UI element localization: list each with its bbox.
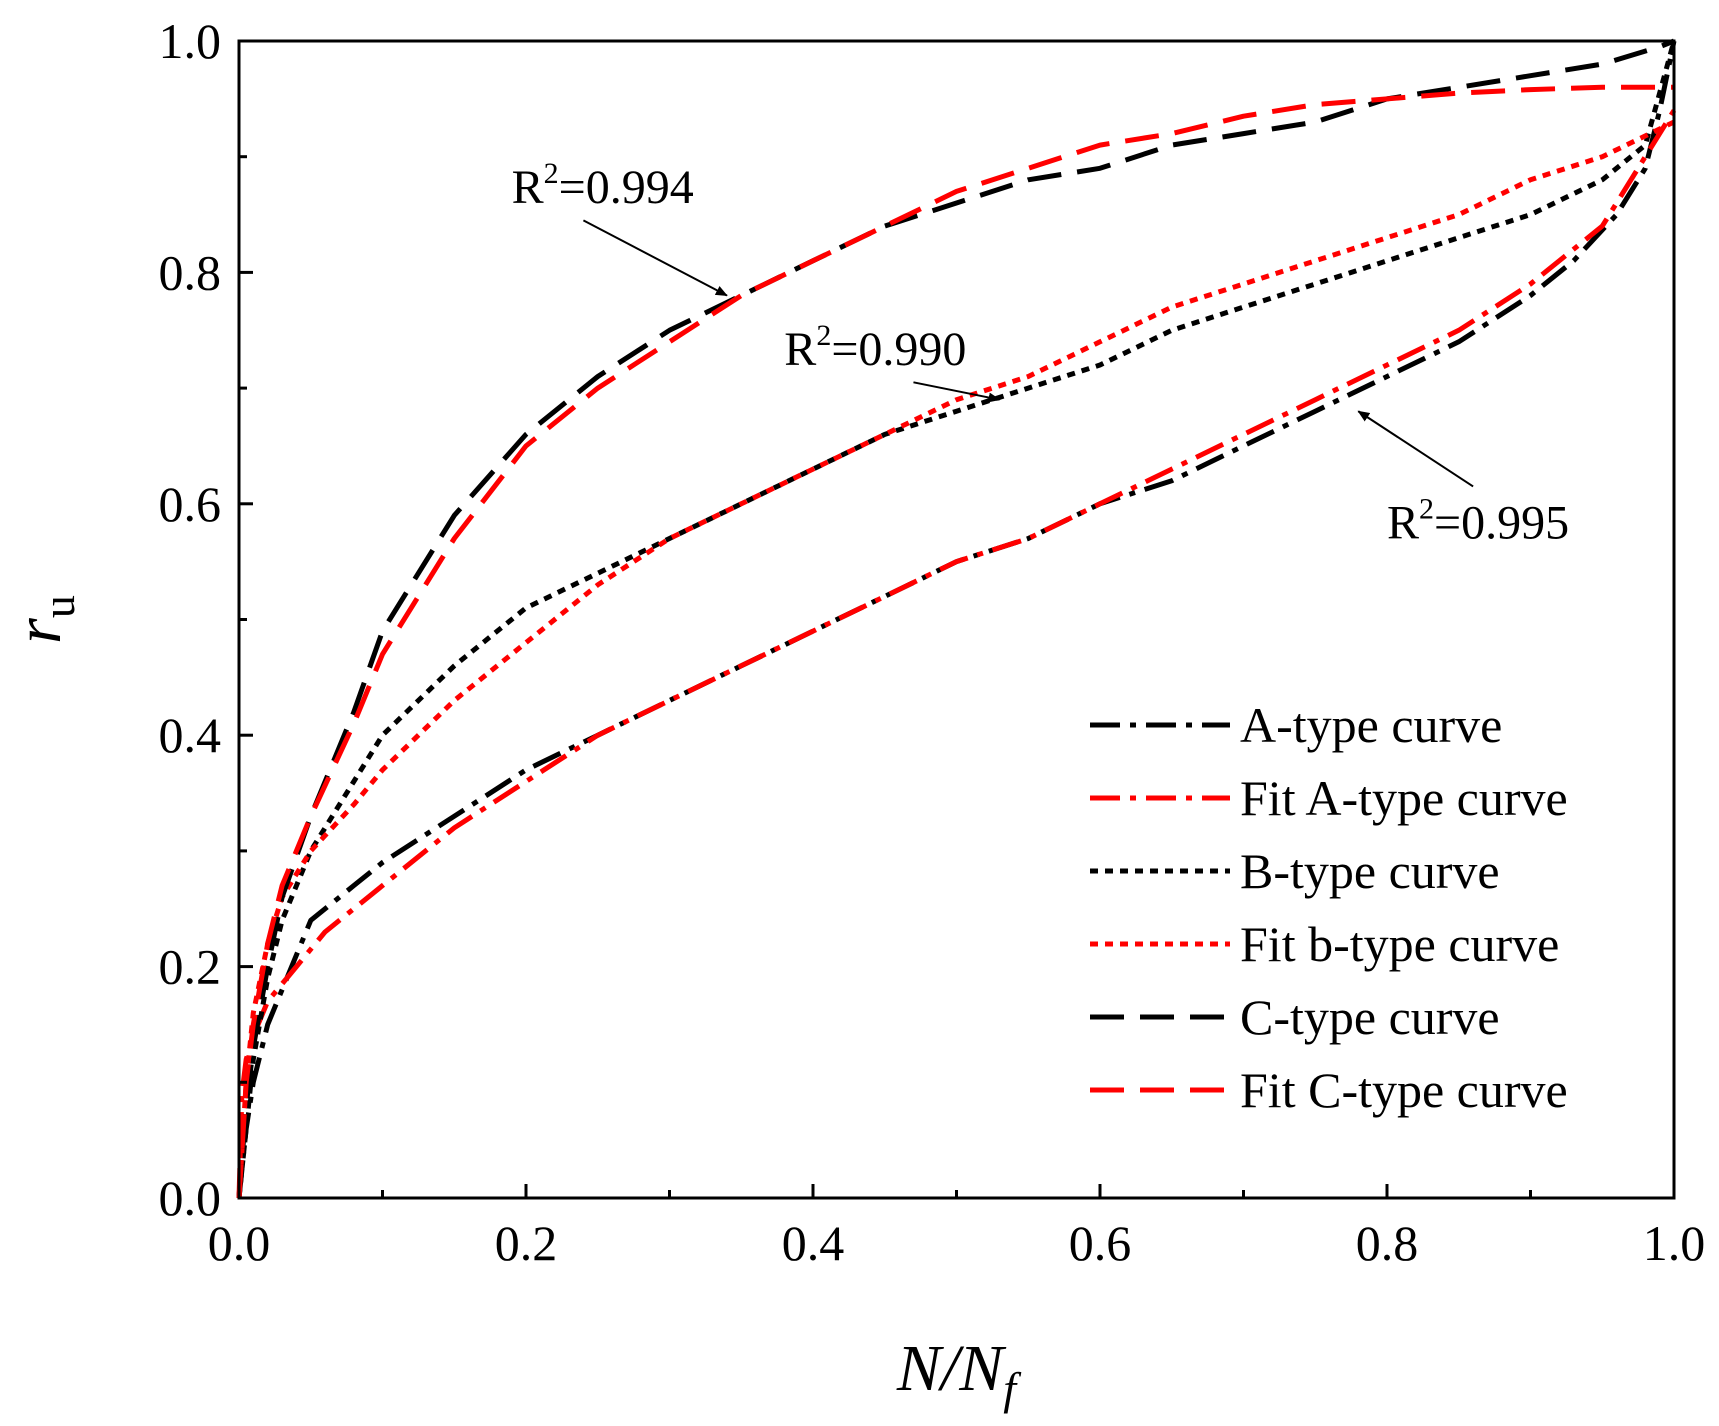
annotation-arrow — [582, 219, 728, 297]
annotation-sup: 2 — [816, 319, 831, 352]
annotation-sup: 2 — [1419, 493, 1434, 526]
annotation-r: R — [512, 161, 544, 214]
x-tick-label: 0.6 — [1069, 1215, 1132, 1271]
legend-label-b-type-curve: B-type curve — [1240, 843, 1500, 899]
y-tick-label: 0.2 — [159, 939, 222, 995]
annotation-value: =0.990 — [831, 323, 966, 376]
annotation-arrow — [1357, 410, 1474, 488]
legend-label-c-type-curve: C-type curve — [1240, 989, 1500, 1045]
legend: A-type curve Fit A-type curve B-type curve… — [1090, 697, 1568, 1118]
x-tick-label: 1.0 — [1643, 1215, 1706, 1271]
y-tick-label: 1.0 — [159, 13, 222, 69]
x-tick-label: 0.0 — [208, 1215, 271, 1271]
y-axis-title-sub: u — [33, 595, 84, 618]
x-tick-label: 0.8 — [1356, 1215, 1419, 1271]
x-axis-title-sub: f — [1003, 1363, 1022, 1414]
annotation-arrow — [913, 381, 1001, 403]
legend-label-fit-c-type-curve: Fit C-type curve — [1240, 1062, 1568, 1118]
annotation-value: =0.994 — [559, 161, 694, 214]
y-axis-title-main: r — [2, 618, 75, 644]
x-axis-title-main: N/N — [896, 1332, 1007, 1405]
x-tick-label: 0.2 — [495, 1215, 558, 1271]
legend-label-fit-b-type-curve: Fit b-type curve — [1240, 916, 1559, 972]
y-tick-label: 0.0 — [159, 1170, 222, 1226]
series-line-fit-c-type-curve — [236, 84, 1674, 1199]
x-tick-label: 0.4 — [782, 1215, 845, 1271]
annotation-label: R2=0.995 — [1387, 493, 1569, 550]
y-tick-label: 0.6 — [159, 476, 222, 532]
series-layer — [236, 38, 1677, 1199]
series-line-fit-a-type-curve — [236, 109, 1677, 1199]
annotation-sup: 2 — [544, 157, 559, 190]
annotation-label: R2=0.994 — [512, 157, 694, 214]
series-line-a-type-curve — [236, 40, 1677, 1199]
annotation-r: R — [1387, 497, 1419, 550]
annotation-value: =0.995 — [1434, 497, 1569, 550]
x-axis-title: N/Nf — [896, 1332, 1022, 1414]
legend-label-a-type-curve: A-type curve — [1240, 697, 1502, 753]
legend-label-fit-a-type-curve: Fit A-type curve — [1240, 770, 1568, 826]
y-axis-title: ru — [2, 595, 84, 644]
y-tick-label: 0.4 — [159, 707, 222, 763]
y-tick-label: 0.8 — [159, 244, 222, 300]
annotation-label: R2=0.990 — [784, 319, 966, 376]
annotation-r: R — [784, 323, 816, 376]
axes-layer: 0.0 0.2 0.4 0.6 0.8 1.0 0.0 0.2 0.4 0.6 0.8 1.0 — [159, 13, 1706, 1271]
